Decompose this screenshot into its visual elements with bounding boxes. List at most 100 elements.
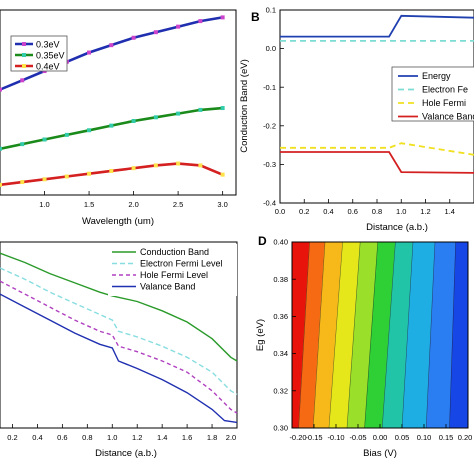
panel-a-x-tick-label: 2.5 [173, 200, 183, 209]
panel-d-contour-line [364, 241, 379, 429]
panel-d-x-tick-label: -0.20 [289, 433, 306, 442]
panel-a-series-0-35ev-point [220, 106, 225, 111]
panel-d-contour-line [401, 241, 414, 429]
panel-d-y-tick-label: 0.30 [273, 424, 288, 433]
panel-d-letter: D [258, 234, 267, 248]
panel-d-x-tick-label: -0.15 [305, 433, 322, 442]
panel-d: D -0.20-0.15 -0.10 -0.05 0.00 0.05 0.10 0.15 0.… [255, 234, 472, 459]
panel-a-x-tick-label: 3.0 [217, 200, 227, 209]
panel-b-y-tick-label: -0.2 [263, 121, 276, 130]
panel-c-series-valance-band-line [0, 293, 238, 424]
panel-c-x-tick-label: 0.8 [82, 433, 92, 442]
panel-a-series-0-3ev-point [153, 30, 158, 35]
panel-c-x-ticks: 0.2 0.4 0.6 0.8 1.0 1.2 1.4 1.6 1.8 2.0 [7, 424, 238, 442]
panel-b-series-energy-line [280, 14, 474, 38]
panel-d-ticks: -0.20-0.15 -0.10 -0.05 0.00 0.05 0.10 0.15 0.20… [273, 238, 472, 442]
panel-c-plot-frame [0, 241, 238, 429]
panel-d-x-tick-label: 0.00 [373, 433, 388, 442]
panel-a-series-0-3ev-point [220, 15, 225, 20]
panel-a-series-0-4ev-point [220, 172, 225, 177]
panel-c-legend-label: Conduction Band [140, 247, 209, 257]
panel-d-y-tick-label: 0.36 [273, 312, 288, 321]
panel-c-x-tick-label: 0.6 [57, 433, 67, 442]
panel-c-legend: Conduction Band Electron Fermi LevelHole … [108, 244, 237, 296]
panel-c-x-axis-label: Distance (a.b.) [95, 448, 157, 459]
panel-d-x-tick-label: 0.15 [439, 433, 454, 442]
panel-d-y-tick-label: 0.38 [273, 275, 288, 284]
panel-a-legend-label: 0.4eV [36, 62, 60, 72]
panel-c-series-conduction-band-line [0, 252, 238, 362]
panel-a-x-ticks: 1.0 1.5 2.0 2.5 3.0 [39, 191, 228, 209]
panel-a-series-0-35ev-point [109, 123, 114, 128]
panel-a-series-0-3ev-point [198, 19, 203, 24]
panel-a-x-tick-label: 1.5 [84, 200, 94, 209]
panel-d-contour-line [449, 241, 456, 429]
panel-b-legend: Energy Electron Fe Hole Fermi Valance Band [391, 66, 474, 122]
panel-d-x-tick-label: 0.10 [417, 433, 432, 442]
panel-c-x-tick-label: 1.2 [132, 433, 142, 442]
panel-b-x-tick-label: 1.4 [445, 207, 455, 216]
panel-a-series-0-4ev-point [109, 168, 114, 173]
panel-a-series-0-4ev-point [42, 177, 47, 182]
panel-b-y-tick-label: -0.4 [263, 199, 276, 208]
panel-a-series-0-35ev-point [198, 107, 203, 112]
panel-a-x-axis-label: Wavelength (um) [82, 216, 154, 227]
panel-c-legend-label: Valance Band [140, 282, 195, 292]
panel-a-series-0-35ev-point [176, 111, 181, 116]
panel-d-x-tick-label: -0.05 [349, 433, 366, 442]
panel-d-x-axis-label: Bias (V) [363, 448, 397, 459]
panel-d-contour-line [381, 241, 396, 429]
panel-b-x-tick-label: 0.6 [348, 207, 358, 216]
panel-c: 0.2 0.4 0.6 0.8 1.0 1.2 1.4 1.6 1.8 2.0 Distance … [0, 241, 238, 459]
panel-b-y-tick-label: -0.1 [263, 83, 276, 92]
panel-a-series-0-3ev-point [20, 78, 25, 83]
panel-b-legend-label: Energy [422, 71, 451, 81]
panel-a-series-0-35ev-point [20, 142, 25, 147]
panel-a-legend-label: 0.3eV [36, 40, 60, 50]
panel-a-series-0-4ev-point [198, 163, 203, 168]
panel-c-series-electron-fermi-level-line [0, 267, 238, 396]
panel-c-legend-label: Hole Fermi Level [140, 270, 208, 280]
panel-a-series-0-3ev-point [176, 24, 181, 29]
panel-a-series-0-35ev-point [0, 146, 2, 151]
panel-a-legend-marker [22, 64, 26, 68]
panel-d-contour-line [328, 241, 343, 429]
panel-a-series-0-4ev-point [0, 182, 2, 187]
panel-b-x-tick-label: 1.2 [420, 207, 430, 216]
panel-d-y-tick-label: 0.32 [273, 386, 288, 395]
panel-a-legend-label: 0.35eV [36, 51, 65, 61]
panel-b-letter: B [251, 10, 260, 24]
panel-b-series-valance-band-line [280, 151, 474, 174]
panel-c-x-tick-label: 0.4 [32, 433, 42, 442]
panel-d-contour-line [312, 241, 326, 429]
panel-a-series-0-3ev-point [131, 35, 136, 40]
panel-a-x-tick-label: 1.0 [39, 200, 49, 209]
panel-d-x-tick-label: 0.20 [458, 433, 473, 442]
panel-a-series-0-35ev-point [153, 115, 158, 120]
panel-b-ticks: 0.0 0.2 0.4 0.6 0.8 1.0 1.2 1.4 0.1 0.0 -0.1 -0.2 -0… [263, 6, 455, 216]
panel-a-series-0-4ev-line [0, 162, 224, 187]
panel-d-contour-line [298, 241, 310, 429]
panel-c-x-tick-label: 1.4 [157, 433, 167, 442]
panel-a-legend-marker [22, 42, 26, 46]
panel-b-y-tick-label: -0.3 [263, 160, 276, 169]
panel-c-x-tick-label: 1.8 [207, 433, 217, 442]
panel-b-y-tick-label: 0.1 [266, 6, 276, 15]
panel-b-legend-label: Electron Fe [422, 85, 468, 95]
panel-d-x-tick-label: 0.05 [395, 433, 410, 442]
panel-c-x-tick-label: 1.0 [107, 433, 117, 442]
panel-d-contour-line [346, 241, 361, 429]
panel-b-x-tick-label: 0.4 [323, 207, 333, 216]
panel-a-series-0-4ev-point [87, 171, 92, 176]
panel-a-series-0-3ev-point [87, 50, 92, 55]
panel-c-legend-label: Electron Fermi Level [140, 259, 223, 269]
panel-a-series-0-35ev-point [131, 119, 136, 123]
panel-a-series-group [0, 15, 225, 187]
panel-a-series-0-4ev-point [131, 166, 136, 171]
panel-a-legend-marker [22, 53, 26, 57]
panel-b-legend-label: Valance Band [422, 112, 474, 122]
panel-b-x-tick-label: 0.0 [275, 207, 285, 216]
panel-d-x-tick-label: -0.10 [327, 433, 344, 442]
